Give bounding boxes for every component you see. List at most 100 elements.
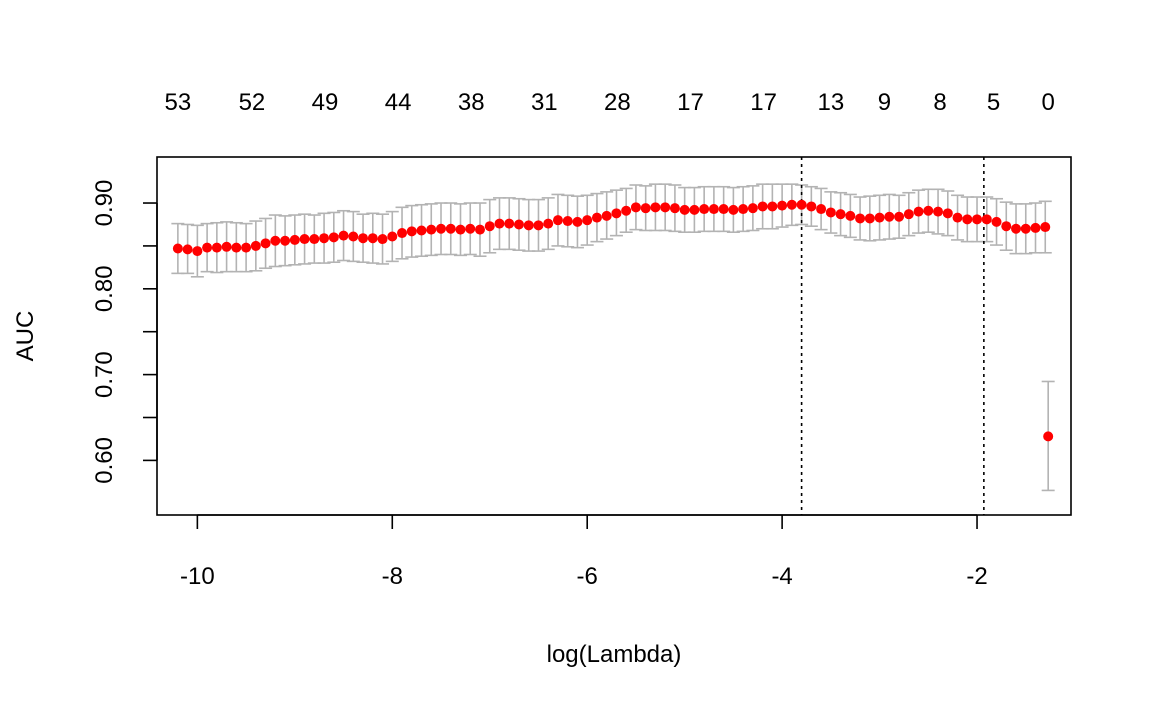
data-point	[894, 211, 905, 222]
data-point	[250, 240, 261, 251]
data-point	[436, 223, 447, 234]
top-axis-label: 44	[385, 89, 412, 116]
data-point	[523, 220, 534, 231]
data-point	[767, 201, 778, 212]
top-axis-label: 9	[878, 89, 891, 116]
top-axis-label: 28	[604, 89, 631, 116]
top-axis-label: 13	[817, 89, 844, 116]
data-point	[348, 231, 359, 242]
data-point	[1001, 221, 1012, 232]
data-point	[513, 219, 524, 230]
data-point	[903, 209, 914, 220]
data-point	[484, 221, 495, 232]
data-point	[669, 203, 680, 214]
data-point	[660, 202, 671, 213]
data-point	[387, 231, 398, 242]
data-point	[806, 201, 817, 212]
data-point	[786, 199, 797, 210]
data-point	[621, 205, 632, 216]
data-point	[728, 204, 739, 215]
x-axis-title: log(Lambda)	[547, 641, 682, 668]
data-point	[835, 209, 846, 220]
data-point	[260, 238, 271, 249]
data-point	[280, 235, 291, 246]
data-point	[182, 244, 193, 255]
data-point	[299, 234, 310, 245]
data-point	[962, 214, 973, 225]
data-point	[319, 233, 330, 244]
x-tick-label: -6	[577, 563, 598, 590]
x-axis: -10 -8 -6 -4 -2	[180, 514, 988, 590]
y-tick-label: 0.70	[91, 351, 118, 398]
data-point	[552, 215, 563, 226]
data-point	[699, 204, 710, 215]
top-axis-label: 0	[1041, 89, 1054, 116]
data-point	[358, 233, 369, 244]
data-point	[328, 232, 339, 243]
error-bars	[171, 183, 1055, 492]
y-axis-title: AUC	[12, 311, 39, 362]
data-point	[192, 246, 203, 257]
data-point	[474, 224, 485, 235]
data-point	[884, 211, 895, 222]
data-point	[708, 204, 719, 215]
data-point	[738, 204, 749, 215]
data-point	[991, 216, 1002, 227]
data-point	[972, 214, 983, 225]
data-point	[591, 212, 602, 223]
data-point	[309, 234, 320, 245]
data-point	[689, 204, 700, 215]
data-point	[777, 200, 788, 211]
top-axis-label: 8	[933, 89, 946, 116]
data-point	[611, 208, 622, 219]
y-tick-label: 0.80	[91, 265, 118, 312]
data-point	[864, 213, 875, 224]
top-axis-label: 38	[458, 89, 485, 116]
data-point	[377, 234, 388, 245]
data-point	[572, 216, 583, 227]
data-point	[338, 230, 349, 241]
x-tick-label: -4	[771, 563, 792, 590]
data-point	[172, 243, 183, 254]
top-axis: 53 52 49 44 38 31 28 17 17 13 9 8 5 0	[165, 89, 1055, 116]
data-point	[231, 242, 242, 253]
x-tick-label: -10	[180, 563, 215, 590]
data-point	[845, 210, 856, 221]
data-point	[504, 218, 515, 229]
top-axis-label: 52	[239, 89, 266, 116]
data-point	[241, 242, 252, 253]
data-point	[757, 201, 768, 212]
data-point	[543, 218, 554, 229]
data-point	[533, 220, 544, 231]
data-point	[455, 224, 466, 235]
data-point	[426, 224, 437, 235]
data-point	[825, 207, 836, 218]
data-point	[221, 241, 232, 252]
data-point	[1040, 222, 1051, 233]
data-point	[202, 242, 213, 253]
data-point	[855, 213, 866, 224]
data-point	[289, 234, 300, 245]
y-tick-label: 0.60	[91, 437, 118, 484]
top-axis-label: 49	[312, 89, 339, 116]
top-axis-label: 17	[750, 89, 777, 116]
data-point	[465, 223, 476, 234]
data-point	[942, 208, 953, 219]
data-point	[1020, 223, 1031, 234]
data-point	[650, 202, 661, 213]
data-point	[981, 214, 992, 225]
data-point	[367, 233, 378, 244]
data-point	[933, 206, 944, 217]
data-point	[211, 242, 222, 253]
data-point	[582, 215, 593, 226]
data-point	[874, 212, 885, 223]
data-point	[494, 218, 505, 229]
x-tick-label: -2	[966, 563, 987, 590]
data-point	[747, 203, 758, 214]
data-point	[601, 210, 612, 221]
x-tick-label: -8	[382, 563, 403, 590]
data-points	[172, 199, 1054, 442]
data-point	[1011, 223, 1022, 234]
data-point	[416, 225, 427, 236]
